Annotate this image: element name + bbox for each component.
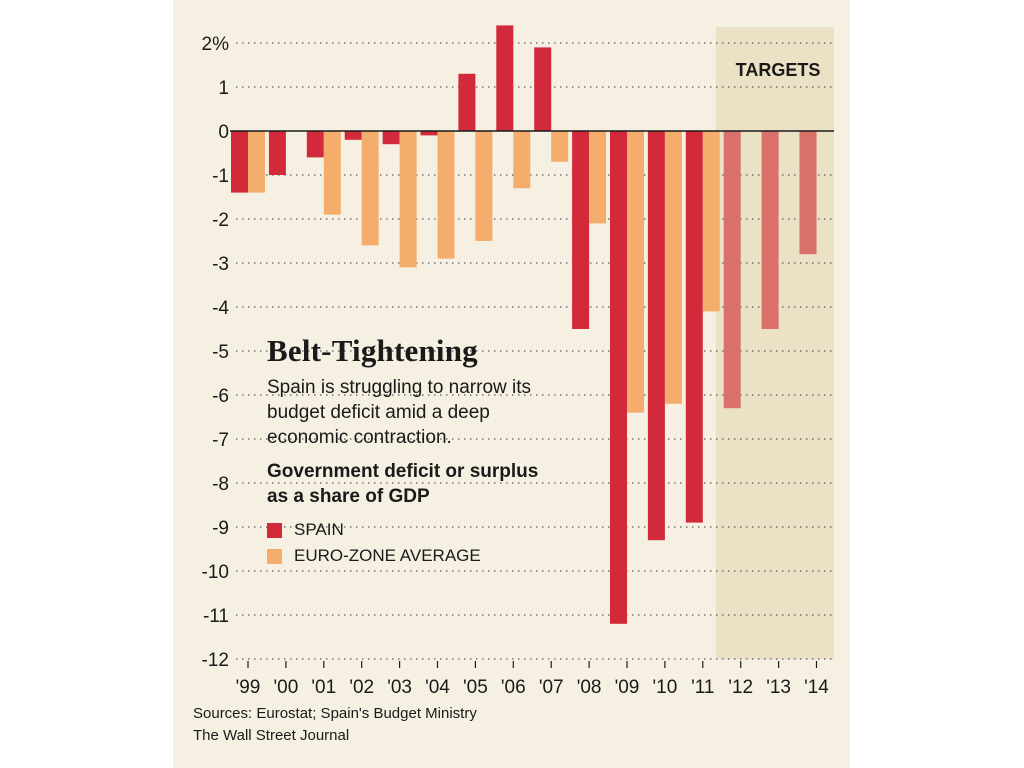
y-tick-label: -4 <box>212 298 229 319</box>
bar-euro-zone <box>627 131 644 413</box>
x-tick-label: '14 <box>804 677 829 698</box>
x-tick-label: '01 <box>311 677 336 698</box>
y-tick-label: -11 <box>203 606 229 627</box>
x-tick-label: '11 <box>691 677 714 698</box>
x-tick-label: '06 <box>501 677 526 698</box>
x-tick-label: '13 <box>766 677 791 698</box>
x-tick-label: '02 <box>349 677 374 698</box>
bar-spain <box>572 131 590 329</box>
y-tick-label: -9 <box>212 518 229 539</box>
x-tick-label: '05 <box>463 677 488 698</box>
bar-euro-zone <box>664 131 682 404</box>
bar-spain <box>382 131 400 145</box>
chart-title: Belt-Tightening <box>267 333 478 368</box>
bar-spain <box>231 131 248 193</box>
x-tick-label: '12 <box>728 677 753 698</box>
legend-label-spain: SPAIN <box>294 520 344 539</box>
publisher-credit: The Wall Street Journal <box>193 727 349 744</box>
chart-subtitle: Spain is struggling to narrow its budget… <box>267 377 532 448</box>
x-tick-label: '00 <box>274 677 299 698</box>
y-tick-label: 0 <box>218 122 229 143</box>
bar-euro-zone <box>513 131 531 189</box>
bar-euro-zone <box>551 131 569 162</box>
x-tick-label: '07 <box>539 677 564 698</box>
legend-swatch-euro-zone <box>267 548 282 564</box>
bar-euro-zone <box>589 131 607 224</box>
x-tick-label: '08 <box>577 677 602 698</box>
legend-item-spain: SPAIN <box>267 517 587 543</box>
y-tick-label: -2 <box>212 210 229 231</box>
chart-caption: Government deficit or surplus as a share… <box>267 461 539 507</box>
bar-spain <box>306 131 324 158</box>
bar-spain <box>344 131 362 140</box>
y-tick-label: -5 <box>212 342 229 363</box>
y-tick-label: 1 <box>218 78 229 99</box>
bar-spain-target <box>761 131 779 329</box>
y-tick-label: 2% <box>202 34 230 55</box>
y-tick-label: -1 <box>212 166 229 187</box>
targets-label: TARGETS <box>736 60 821 80</box>
x-tick-label: '99 <box>236 677 261 698</box>
x-tick-label: '09 <box>615 677 640 698</box>
y-tick-label: -6 <box>212 386 229 407</box>
bar-spain <box>420 131 438 136</box>
bar-euro-zone <box>399 131 417 268</box>
bar-spain <box>268 131 286 175</box>
bar-spain <box>534 47 552 131</box>
bar-spain <box>685 131 703 523</box>
bar-spain <box>496 25 514 131</box>
y-tick-label: -3 <box>212 254 229 275</box>
y-tick-label: -8 <box>212 474 229 495</box>
x-tick-label: '10 <box>653 677 678 698</box>
bar-spain-target <box>799 131 817 255</box>
bar-spain-target <box>723 131 741 409</box>
bar-spain <box>458 73 476 131</box>
chart-legend-block: Belt-Tightening Spain is struggling to n… <box>267 333 587 569</box>
bar-euro-zone <box>361 131 379 246</box>
bar-spain <box>647 131 665 541</box>
legend-swatch-spain <box>267 522 282 538</box>
bar-euro-zone <box>323 131 341 215</box>
y-tick-label: -7 <box>212 430 229 451</box>
bar-euro-zone <box>702 131 720 312</box>
bar-euro-zone <box>437 131 455 259</box>
bar-euro-zone <box>475 131 493 241</box>
bar-spain <box>610 131 627 624</box>
sources-note: Sources: Eurostat; Spain's Budget Minist… <box>193 705 477 722</box>
legend-label-euro-zone: EURO-ZONE AVERAGE <box>294 546 481 565</box>
legend-item-euro-zone: EURO-ZONE AVERAGE <box>267 543 587 569</box>
bar-euro-zone <box>248 131 265 193</box>
x-tick-label: '03 <box>387 677 412 698</box>
y-tick-label: -10 <box>202 562 229 583</box>
x-tick-label: '04 <box>425 677 450 698</box>
y-tick-label: -12 <box>202 650 229 671</box>
